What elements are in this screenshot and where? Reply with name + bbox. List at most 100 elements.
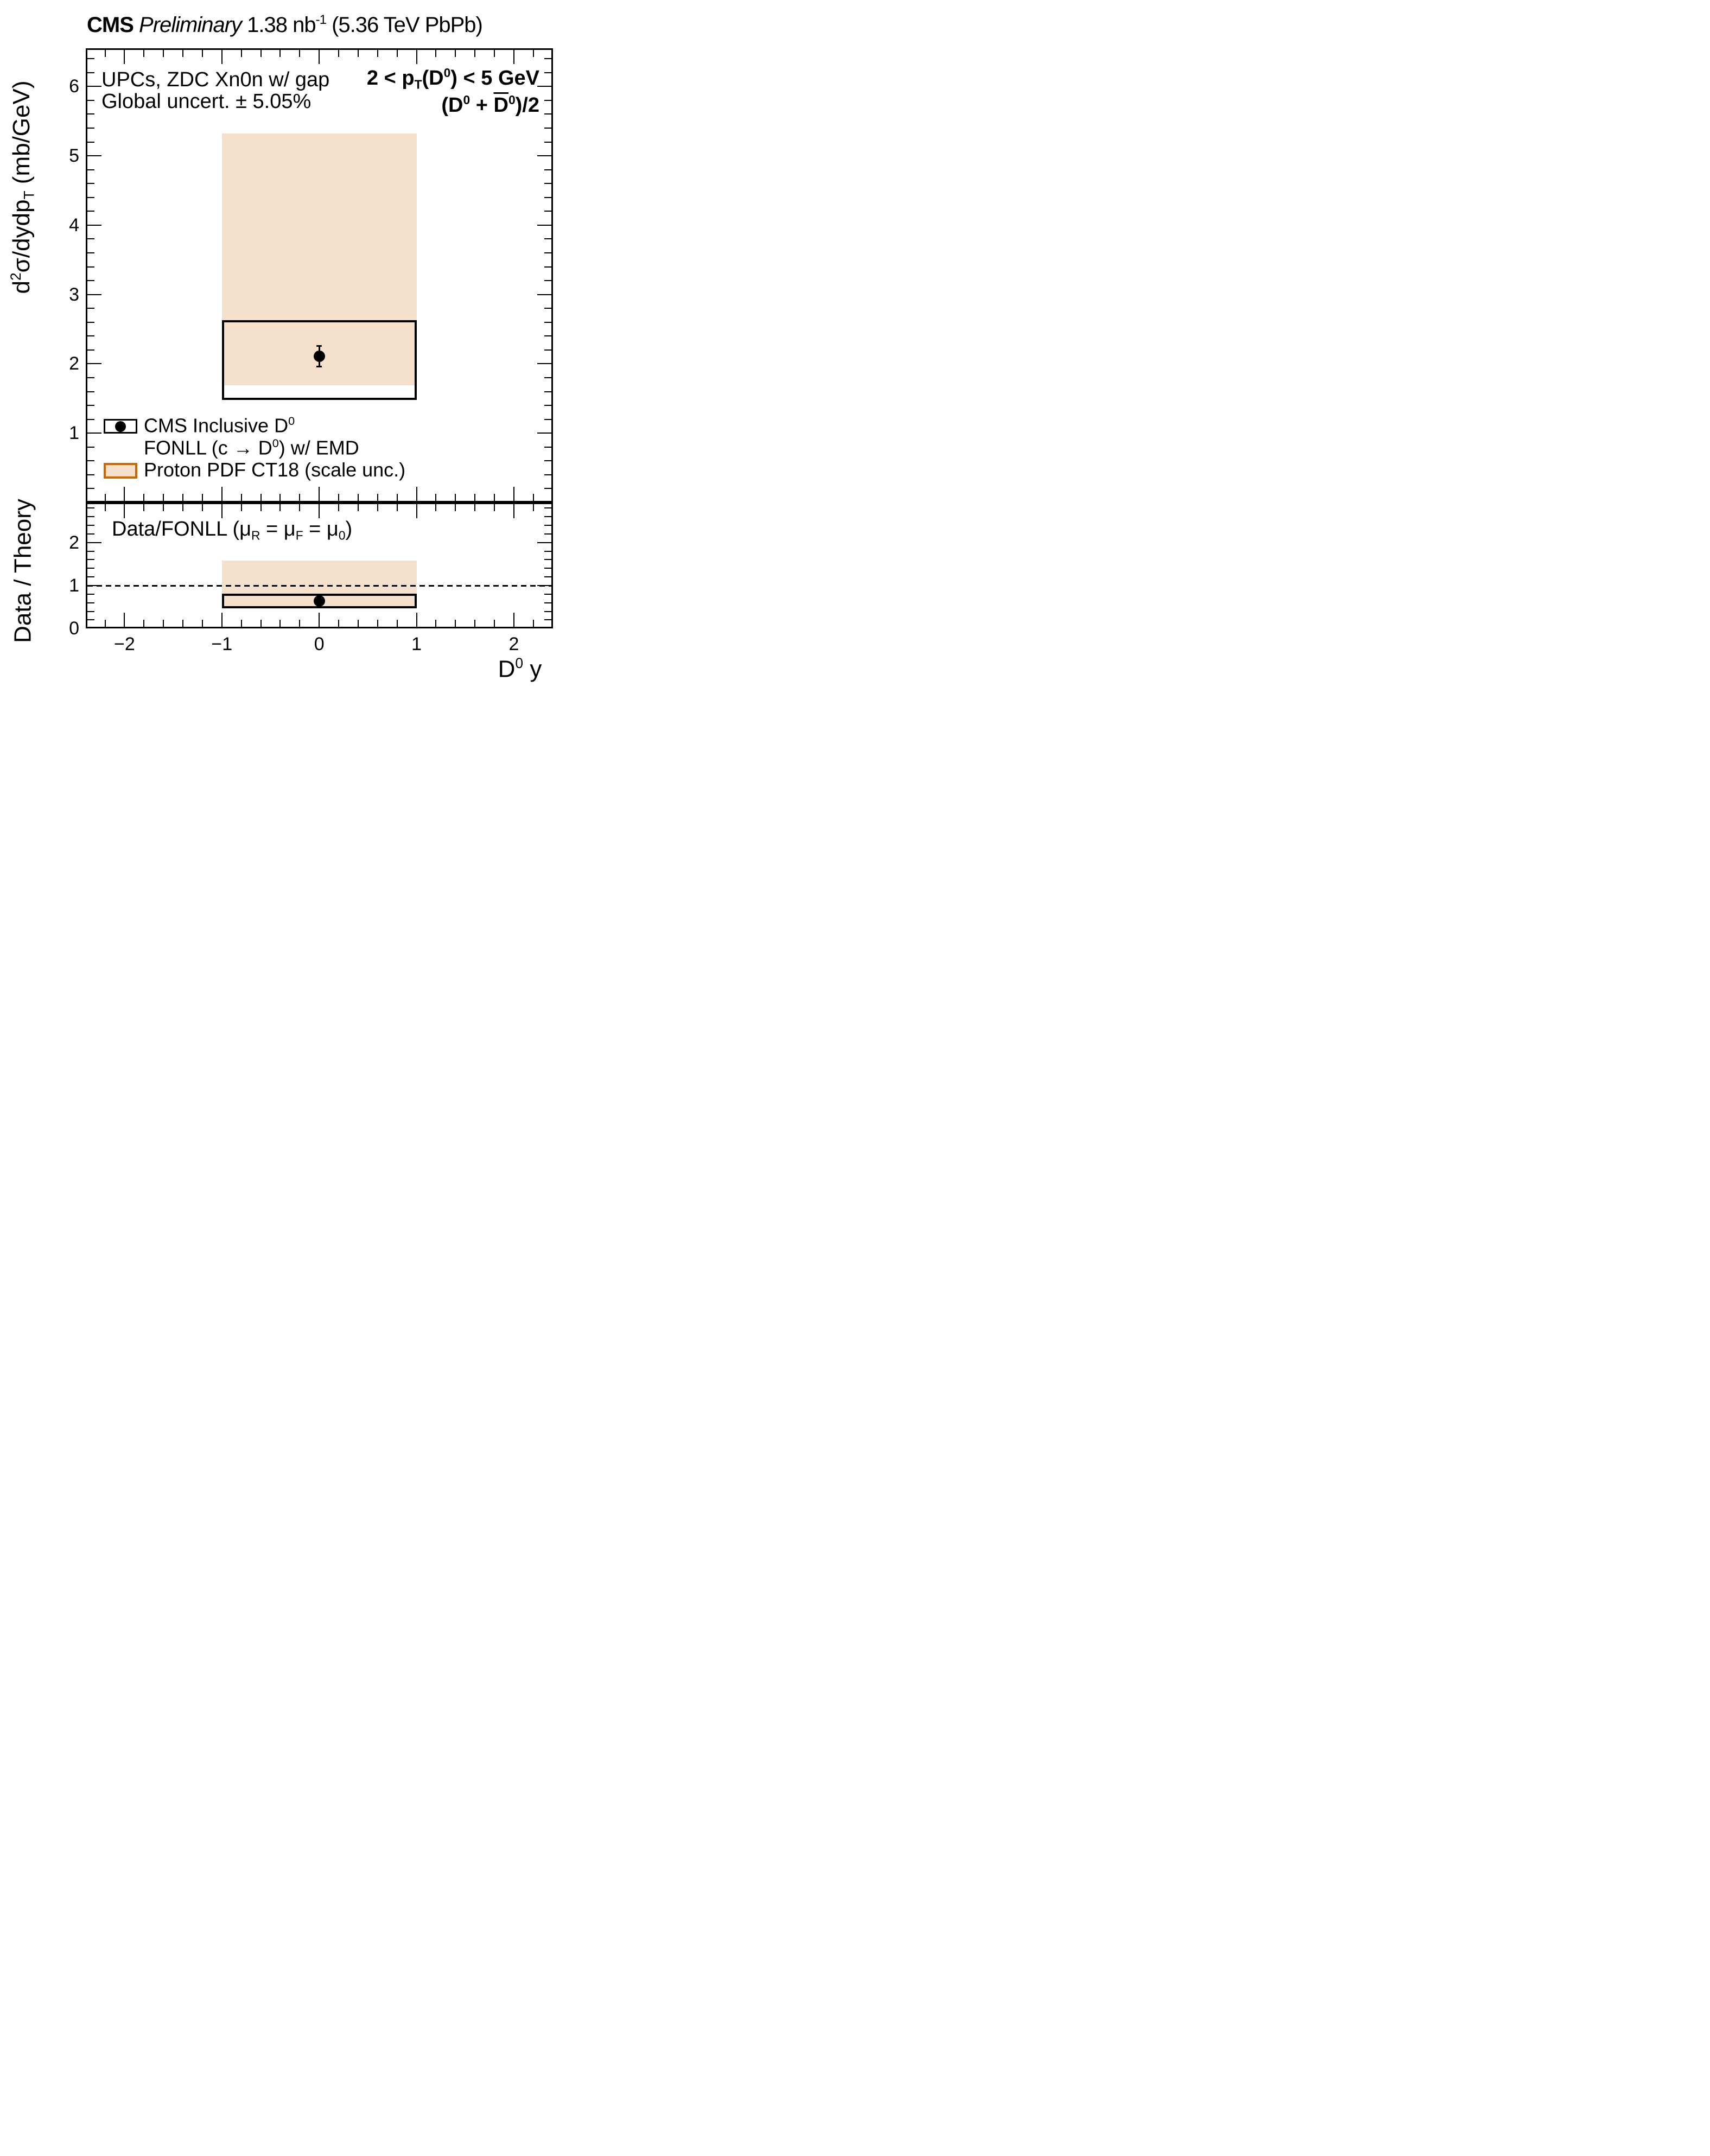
axis-tick [201,504,203,511]
axis-tick [163,620,164,627]
text-segment: )/2 [515,94,539,117]
axis-tick [87,335,94,337]
axis-tick [494,50,495,57]
axis-tick [544,610,551,612]
axis-tick [357,504,359,511]
axis-tick [537,294,551,295]
axis-tick [396,494,398,501]
text-segment: UPCs, ZDC Xn0n w/ gap [101,68,330,91]
x-tick-label-2: 2 [508,634,519,654]
data-point-ratio [313,595,325,607]
axis-tick [87,113,94,115]
text-segment: D [498,656,516,683]
axis-tick [87,141,94,143]
axis-tick [338,494,340,501]
axis-tick [544,377,551,378]
axis-tick [87,99,94,101]
text-segment: T [414,77,422,92]
axis-tick [104,620,106,627]
text-segment: 0 [288,414,295,428]
axis-tick [87,516,94,518]
axis-tick [544,507,551,509]
text-segment: ) < 5 GeV [450,67,539,90]
text-segment: d [8,281,35,294]
text-segment: T [21,190,37,200]
axis-tick [494,620,495,627]
axis-tick [377,504,378,511]
axis-tick [544,446,551,448]
axis-tick [544,238,551,240]
axis-tick [143,620,145,627]
text-segment: (D [441,94,463,117]
axis-tick [87,224,101,226]
axis-tick [357,620,359,627]
axis-tick [544,418,551,420]
axis-tick [319,487,320,501]
text-segment: CMS [87,13,134,37]
axis-tick [338,504,340,511]
axis-tick [513,613,514,627]
y-tick-label-main-5: 5 [69,145,79,167]
text-segment [134,13,139,37]
legend-item-proton-pdf: Proton PDF CT18 (scale unc.) [144,459,405,481]
axis-tick [87,294,101,295]
text-segment: 0 [515,655,524,672]
axis-tick [299,50,301,57]
axis-tick [299,494,301,501]
x-tick-label-0: 0 [314,634,325,654]
text-segment: Global uncert. ± 5.05% [101,90,312,113]
axis-tick [221,50,223,64]
axis-tick [163,50,164,57]
legend-swatch-data-point [104,419,137,434]
axis-tick [544,308,551,309]
axis-tick [87,349,94,351]
axis-tick [544,349,551,351]
axis-tick [124,487,125,501]
axis-tick [87,559,94,561]
axis-tick [124,613,125,627]
axis-tick [260,620,262,627]
annotation-global-uncertainty: Global uncert. ± 5.05% [101,90,311,113]
axis-tick [474,50,476,57]
axis-tick [87,433,101,434]
axis-tick [544,196,551,198]
axis-tick [279,620,281,627]
y-tick-label-main-3: 3 [69,284,79,305]
axis-tick [544,619,551,621]
axis-tick [201,620,203,627]
axis-tick [260,494,262,501]
axis-tick [537,363,551,365]
axis-tick [87,542,101,543]
axis-tick [494,504,495,511]
text-segment: ) w/ EMD [278,436,359,459]
axis-tick [416,613,417,627]
axis-tick [544,280,551,282]
axis-tick [87,619,94,621]
axis-tick [87,72,94,73]
text-segment: FONLL (c → D [144,436,272,459]
text-segment: (D [422,67,444,90]
axis-tick [544,127,551,129]
axis-tick [544,72,551,73]
syst-uncertainty-box-ratio [221,594,417,609]
axis-tick [279,50,281,57]
axis-tick [201,494,203,501]
axis-tick [240,504,242,511]
legend-item-cms-inclusive-d0: CMS Inclusive D0 [144,414,295,437]
text-segment: Proton PDF CT18 (scale unc.) [144,459,406,481]
axis-tick [544,460,551,462]
axis-tick [221,504,223,518]
plot-title: CMS Preliminary 1.38 nb-1 (5.36 TeV PbPb… [87,12,483,37]
axis-tick [87,321,94,323]
x-tick-label-−1: −1 [211,634,233,654]
axis-tick [544,266,551,268]
axis-tick [87,602,94,603]
annotation-pt-range: 2 < pT(D0) < 5 GeV [367,66,539,92]
axis-tick [87,155,101,157]
axis-tick [87,576,94,578]
axis-tick [532,494,534,501]
axis-tick [260,504,262,511]
axis-tick [377,50,378,57]
x-tick-label-1: 1 [411,634,422,654]
y-tick-label-ratio-1: 1 [69,575,79,596]
